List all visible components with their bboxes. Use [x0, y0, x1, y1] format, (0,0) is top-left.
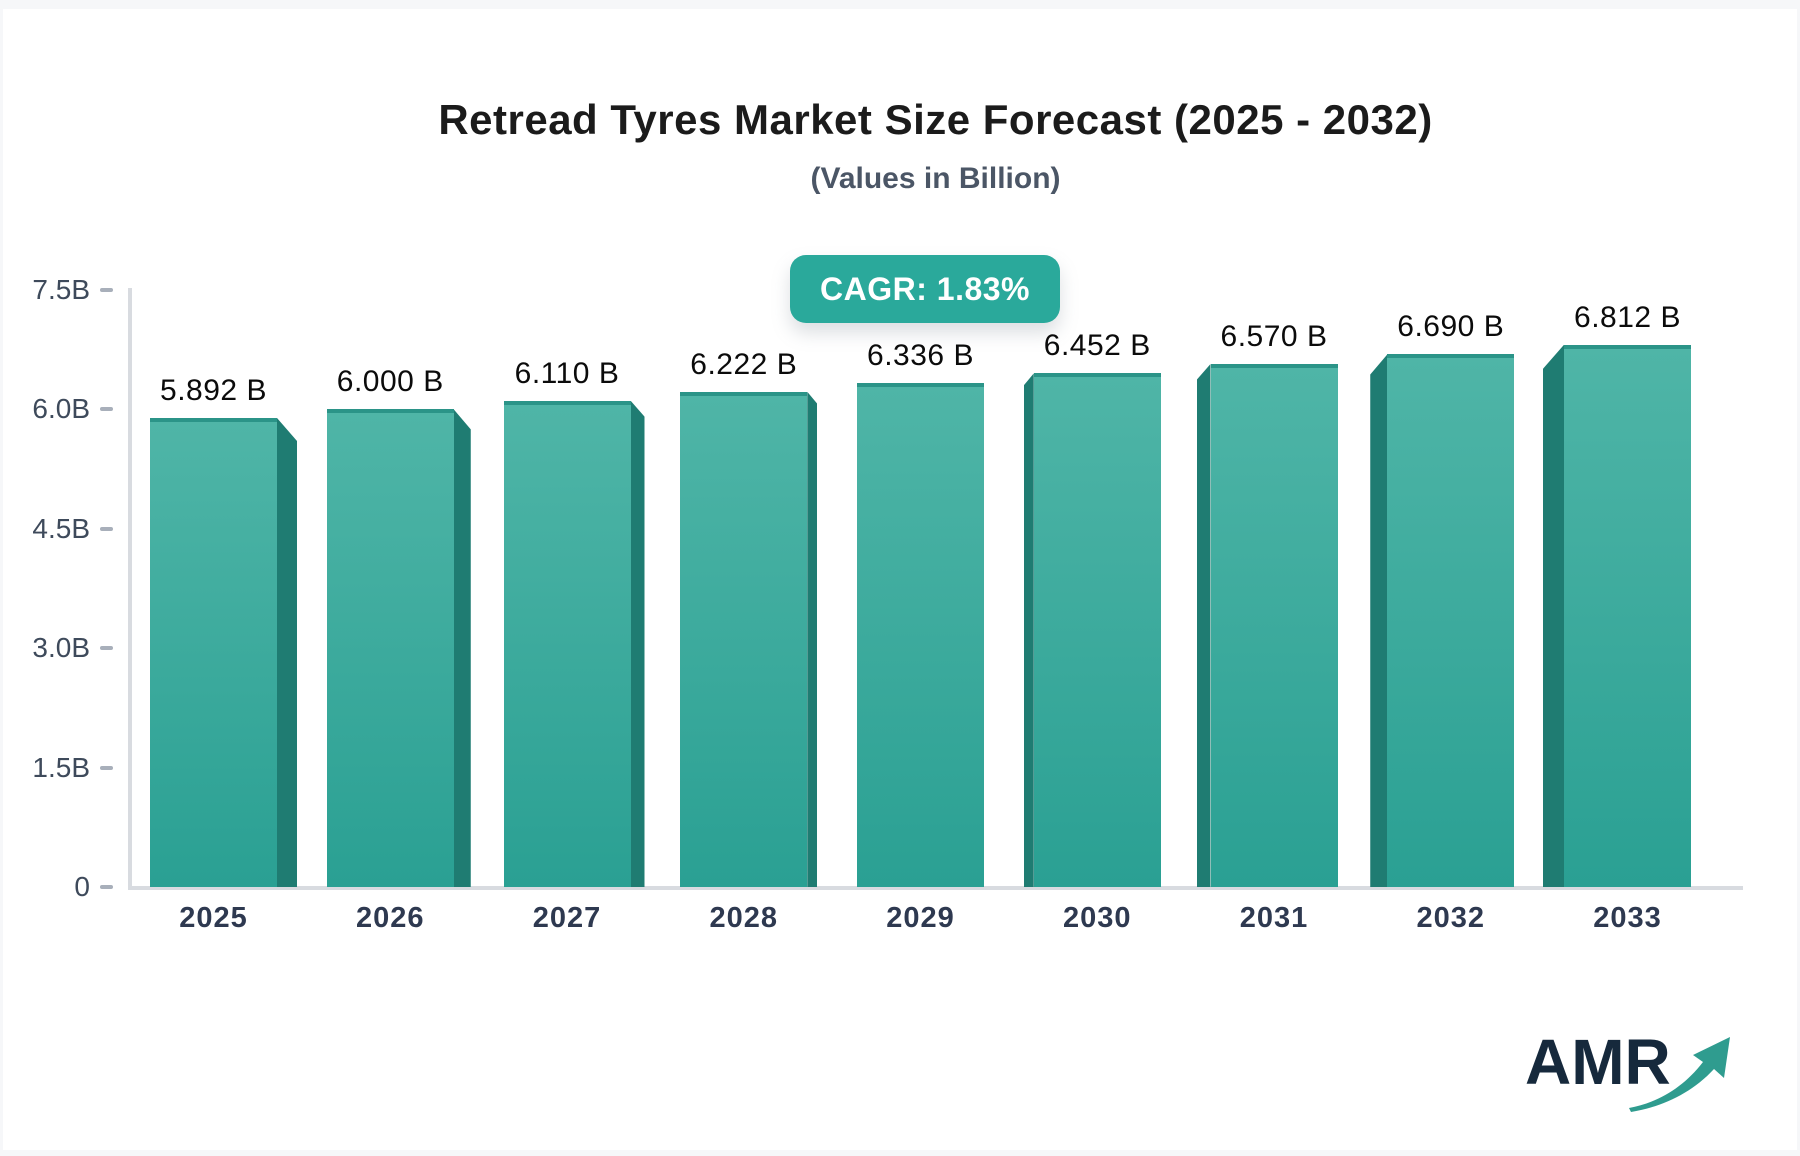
- x-axis-label-2025: 2025: [179, 902, 248, 934]
- bar-2026: [326, 409, 454, 887]
- bar-2025: [150, 417, 277, 887]
- bar-2030: [1033, 373, 1161, 887]
- y-axis-tick-mark: [100, 407, 113, 412]
- x-axis-label-2032: 2032: [1416, 902, 1485, 934]
- x-axis-label-2033: 2033: [1593, 902, 1662, 934]
- bar-side-face-2025: [277, 417, 297, 887]
- bar-value-label-2027: 6.110 B: [514, 356, 620, 390]
- y-axis-tick-mark: [100, 885, 113, 889]
- bar-side-face-2027: [630, 400, 645, 887]
- bar-2028: [680, 391, 808, 887]
- y-axis-tick-label: 6.0B: [32, 393, 90, 425]
- bar-value-label-2025: 5.892 B: [160, 373, 267, 407]
- bar-2029: [857, 382, 984, 887]
- y-axis-tick-label: 1.5B: [32, 751, 90, 783]
- x-axis-label-2030: 2030: [1062, 902, 1132, 934]
- x-axis-label-2029: 2029: [886, 902, 955, 934]
- y-axis-tick-mark: [100, 288, 113, 292]
- bar-value-label-2029: 6.336 B: [867, 338, 974, 372]
- bar-value-label-2026: 6.000 B: [336, 365, 444, 399]
- bar-2033: [1564, 344, 1691, 887]
- growth-arrow-icon: [1629, 1037, 1730, 1112]
- x-axis-label-2027: 2027: [532, 902, 602, 934]
- amr-logo: AMR: [1525, 1030, 1745, 1120]
- bar-2032: [1387, 354, 1515, 887]
- bar-side-face-2031: [1196, 364, 1211, 887]
- bar-side-face-2028: [807, 391, 818, 887]
- bar-value-label-2033: 6.812 B: [1574, 300, 1681, 334]
- y-axis-tick-label: 7.5B: [32, 274, 90, 305]
- bar-2027: [503, 400, 631, 887]
- bar-side-face-2033: [1543, 344, 1564, 887]
- y-axis-tick-mark: [100, 526, 113, 531]
- chart-title: Retread Tyres Market Size Forecast (2025…: [438, 96, 1433, 143]
- x-axis-line: [128, 886, 1743, 890]
- bar-value-label-2031: 6.570 B: [1220, 320, 1328, 354]
- bar-side-face-2026: [453, 409, 471, 887]
- bar-2031: [1210, 364, 1338, 887]
- chart-subtitle: (Values in Billion): [810, 162, 1061, 195]
- x-axis-label-2031: 2031: [1239, 902, 1309, 934]
- y-axis-tick-mark: [100, 765, 113, 770]
- bar-value-label-2028: 6.222 B: [690, 347, 798, 381]
- x-axis-label-2026: 2026: [355, 902, 425, 934]
- bar-side-face-2030: [1023, 373, 1034, 887]
- cagr-badge: CAGR: 1.83%: [790, 255, 1060, 323]
- y-axis-tick-label: 0: [74, 871, 90, 902]
- y-axis-tick-label: 3.0B: [32, 632, 90, 664]
- amr-logo-text: AMR: [1525, 1026, 1671, 1098]
- y-axis-line: [128, 288, 132, 889]
- bar-value-label-2030: 6.452 B: [1043, 329, 1151, 363]
- bar-value-label-2032: 6.690 B: [1397, 310, 1505, 344]
- y-axis-tick-label: 4.5B: [32, 512, 90, 544]
- y-axis-tick-mark: [100, 646, 113, 651]
- bar-side-face-2032: [1370, 354, 1388, 887]
- x-axis-label-2028: 2028: [709, 902, 778, 934]
- cagr-badge-label: CAGR: 1.83%: [820, 270, 1030, 307]
